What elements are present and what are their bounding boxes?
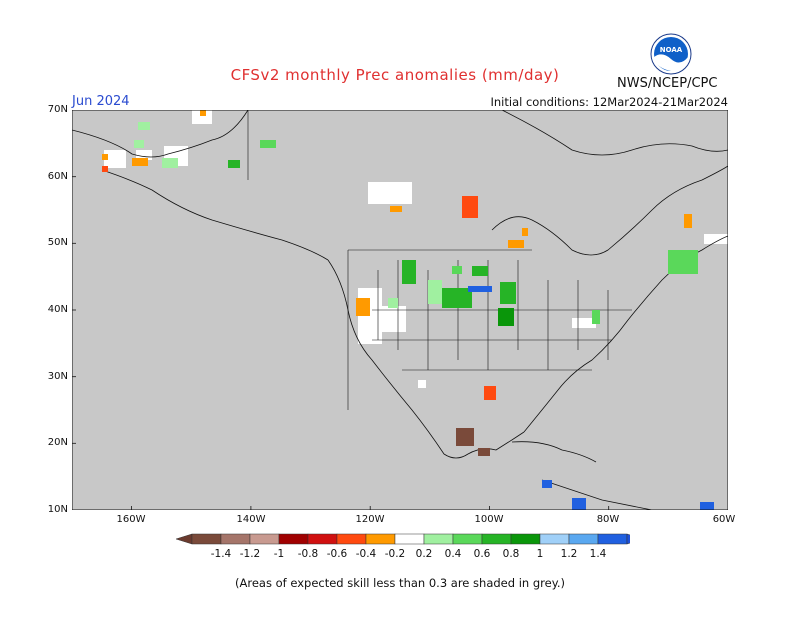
colorbar-segment [220,533,251,545]
colorbar-segment [249,533,280,545]
colorbar-segment [423,533,454,545]
map-panel [72,110,728,510]
lat-label-60n: 60N [47,171,68,182]
forecast-month: Jun 2024 [72,94,130,109]
colorbar-tick-label: 1 [536,548,544,560]
colorbar-segment [394,533,425,545]
colorbar-tick-label: 0.4 [444,548,462,560]
colorbar-segment [452,533,483,545]
lon-label-120w: 120W [355,514,385,525]
colorbar-segment [539,533,570,545]
colorbar [175,533,630,545]
organization-label: NWS/NCEP/CPC [617,76,718,91]
colorbar-right-arrow [626,533,630,545]
lon-label-100w: 100W [474,514,504,525]
colorbar-segment [278,533,309,545]
colorbar-tick-label: 0.2 [415,548,433,560]
colorbar-segment [597,533,628,545]
lat-label-10n: 10N [47,504,68,515]
lat-label-40n: 40N [47,304,68,315]
colorbar-segment [510,533,541,545]
colorbar-segment [191,533,222,545]
colorbar-tick-label: 0.6 [473,548,491,560]
lat-label-20n: 20N [47,437,68,448]
lat-label-70n: 70N [47,104,68,115]
dry-anomaly-cells [102,110,692,456]
lon-label-140w: 140W [236,514,266,525]
lon-label-160w: 160W [116,514,146,525]
colorbar-segment [568,533,599,545]
colorbar-segment [307,533,338,545]
colorbar-tick-label: -1.4 [210,548,232,560]
lat-label-50n: 50N [47,237,68,248]
colorbar-left-arrow [175,533,193,545]
colorbar-segment [365,533,396,545]
colorbar-tick-label: 1.2 [560,548,578,560]
colorbar-tick-label: -1.2 [239,548,261,560]
colorbar-tick-label: -0.4 [355,548,377,560]
logo-text: NOAA [660,46,683,54]
colorbar-tick-label: 1.4 [589,548,607,560]
chart-title: CFSv2 monthly Prec anomalies (mm/day) [230,66,560,84]
lon-label-60w: 60W [712,514,736,525]
colorbar-segment [481,533,512,545]
colorbar-tick-label: -0.2 [384,548,406,560]
colorbar-tick-label: -0.6 [326,548,348,560]
wet-anomaly-cells [134,122,714,510]
coastlines [72,110,728,510]
colorbar-tick-label: -1 [273,548,285,560]
noaa-logo: NOAA [650,33,692,75]
colorbar-segment [336,533,367,545]
lat-label-30n: 30N [47,371,68,382]
lon-label-80w: 80W [596,514,620,525]
axis-ticks [72,110,610,510]
colorbar-tick-label: -0.8 [297,548,319,560]
skill-footnote: (Areas of expected skill less than 0.3 a… [235,576,565,590]
initial-conditions: Initial conditions: 12Mar2024-21Mar2024 [490,95,728,109]
colorbar-tick-label: 0.8 [502,548,520,560]
